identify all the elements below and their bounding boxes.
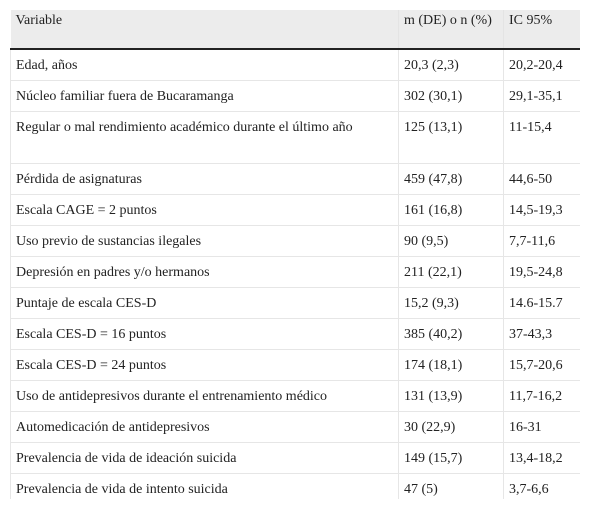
cell-ci: 20,2-20,4 [503,49,580,81]
cell-variable: Escala CES-D = 24 puntos [10,349,399,381]
table-row: Regular o mal rendimiento académico dura… [10,111,580,164]
cell-variable: Depresión en padres y/o hermanos [10,256,399,288]
cell-variable: Uso de antidepresivos durante el entrena… [10,380,399,412]
data-table: Variable m (DE) o n (%) IC 95% Edad, año… [10,10,580,499]
cell-value: 47 (5) [398,473,504,499]
data-table-container: Variable m (DE) o n (%) IC 95% Edad, año… [10,10,580,499]
cell-variable: Prevalencia de vida de ideación suicida [10,442,399,474]
cell-variable: Prevalencia de vida de intento suicida [10,473,399,499]
table-row: Escala CES-D = 24 puntos 174 (18,1) 15,7… [10,349,580,381]
cell-value: 174 (18,1) [398,349,504,381]
cell-value: 302 (30,1) [398,80,504,112]
cell-value: 125 (13,1) [398,111,504,164]
table-row: Uso previo de sustancias ilegales 90 (9,… [10,225,580,257]
table-row: Uso de antidepresivos durante el entrena… [10,380,580,412]
cell-ci: 11-15,4 [503,111,580,164]
table-row: Automedicación de antidepresivos 30 (22,… [10,411,580,443]
cell-ci: 3,7-6,6 [503,473,580,499]
cell-variable: Escala CES-D = 16 puntos [10,318,399,350]
table-row: Puntaje de escala CES-D 15,2 (9,3) 14.6-… [10,287,580,319]
cell-variable: Puntaje de escala CES-D [10,287,399,319]
cell-variable: Regular o mal rendimiento académico dura… [10,111,399,164]
cell-value: 20,3 (2,3) [398,49,504,81]
table-row: Escala CAGE = 2 puntos 161 (16,8) 14,5-1… [10,194,580,226]
cell-variable: Edad, años [10,49,399,81]
cell-variable: Escala CAGE = 2 puntos [10,194,399,226]
cell-variable: Núcleo familiar fuera de Bucaramanga [10,80,399,112]
cell-ci: 13,4-18,2 [503,442,580,474]
cell-ci: 14.6-15.7 [503,287,580,319]
cell-value: 90 (9,5) [398,225,504,257]
cell-ci: 29,1-35,1 [503,80,580,112]
cell-value: 459 (47,8) [398,163,504,195]
cell-value: 161 (16,8) [398,194,504,226]
table-row: Pérdida de asignaturas 459 (47,8) 44,6-5… [10,163,580,195]
cell-value: 211 (22,1) [398,256,504,288]
cell-value: 30 (22,9) [398,411,504,443]
table-row: Prevalencia de vida de ideación suicida … [10,442,580,474]
cell-ci: 14,5-19,3 [503,194,580,226]
cell-variable: Automedicación de antidepresivos [10,411,399,443]
table-header: Variable m (DE) o n (%) IC 95% [10,10,580,50]
cell-value: 149 (15,7) [398,442,504,474]
header-variable: Variable [10,10,399,50]
cell-value: 385 (40,2) [398,318,504,350]
table-row: Escala CES-D = 16 puntos 385 (40,2) 37-4… [10,318,580,350]
cell-ci: 11,7-16,2 [503,380,580,412]
table-row: Edad, años 20,3 (2,3) 20,2-20,4 [10,49,580,81]
cell-ci: 16-31 [503,411,580,443]
table-row: Depresión en padres y/o hermanos 211 (22… [10,256,580,288]
header-ci: IC 95% [503,10,580,50]
table-row: Núcleo familiar fuera de Bucaramanga 302… [10,80,580,112]
cell-variable: Uso previo de sustancias ilegales [10,225,399,257]
cell-value: 15,2 (9,3) [398,287,504,319]
cell-ci: 15,7-20,6 [503,349,580,381]
cell-ci: 7,7-11,6 [503,225,580,257]
cell-ci: 19,5-24,8 [503,256,580,288]
cell-ci: 44,6-50 [503,163,580,195]
cell-variable: Pérdida de asignaturas [10,163,399,195]
table-row: Prevalencia de vida de intento suicida 4… [10,473,580,499]
cell-ci: 37-43,3 [503,318,580,350]
cell-value: 131 (13,9) [398,380,504,412]
header-row: Variable m (DE) o n (%) IC 95% [10,10,580,50]
table-body: Edad, años 20,3 (2,3) 20,2-20,4 Núcleo f… [10,49,580,499]
header-value: m (DE) o n (%) [398,10,504,50]
